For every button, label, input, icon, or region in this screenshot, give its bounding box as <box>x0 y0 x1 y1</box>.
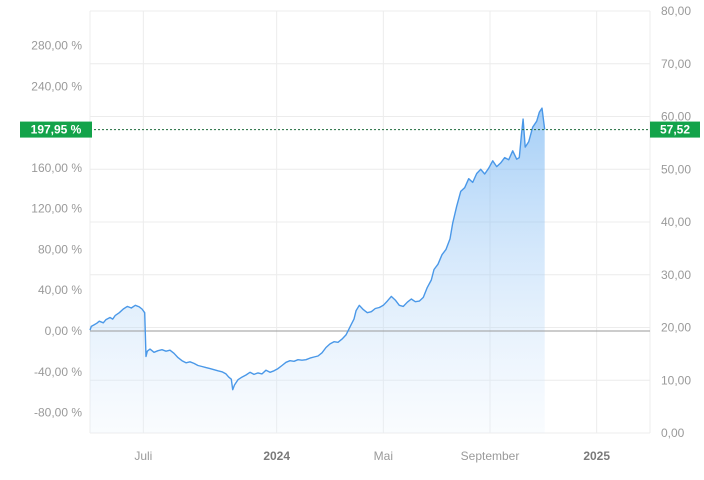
area-path <box>90 108 545 433</box>
y-right-tick-label: 50,00 <box>661 162 691 176</box>
y-right-tick-label: 60,00 <box>661 110 691 124</box>
y-right-tick-label: 80,00 <box>661 4 691 18</box>
y-axis-right: 0,00 10,00 20,00 30,00 40,00 50,00 60,00 70,00 8… <box>661 4 691 440</box>
y-left-tick-label: 0,00 % <box>45 324 83 338</box>
area-fill <box>90 108 545 433</box>
y-left-tick-label: -40,00 % <box>34 365 82 379</box>
y-left-tick-label: 40,00 % <box>38 283 82 297</box>
y-left-tick-label: -80,00 % <box>34 406 82 420</box>
x-tick-label: September <box>461 449 520 463</box>
current-price-badge <box>650 121 700 138</box>
y-left-tick-label: 120,00 % <box>31 202 82 216</box>
y-left-tick-label: 240,00 % <box>31 79 82 93</box>
x-tick-label: Juli <box>134 449 152 463</box>
y-right-tick-label: 20,00 <box>661 321 691 335</box>
current-value-marker: 197,95 % 57,52 <box>20 121 700 138</box>
y-left-tick-label: 160,00 % <box>31 161 82 175</box>
x-tick-label: 2025 <box>583 449 610 463</box>
x-tick-label: Mai <box>374 449 393 463</box>
y-right-tick-label: 0,00 <box>661 426 685 440</box>
current-percent-label: 197,95 % <box>31 123 82 137</box>
y-right-tick-label: 70,00 <box>661 57 691 71</box>
y-left-tick-label: 80,00 % <box>38 242 82 256</box>
y-right-tick-label: 40,00 <box>661 215 691 229</box>
series-path <box>89 107 546 391</box>
current-percent-badge <box>20 121 92 138</box>
series-line <box>89 107 546 391</box>
y-right-tick-label: 30,00 <box>661 268 691 282</box>
x-axis: Juli 2024 Mai September 2025 <box>134 449 610 463</box>
y-right-tick-label: 10,00 <box>661 373 691 387</box>
x-tick-label: 2024 <box>263 449 290 463</box>
y-left-tick-label: 280,00 % <box>31 39 82 53</box>
y-axis-left: 280,00 % 240,00 % 160,00 % 120,00 % 80,00 % 4… <box>31 39 82 420</box>
current-price-label: 57,52 <box>660 123 690 137</box>
